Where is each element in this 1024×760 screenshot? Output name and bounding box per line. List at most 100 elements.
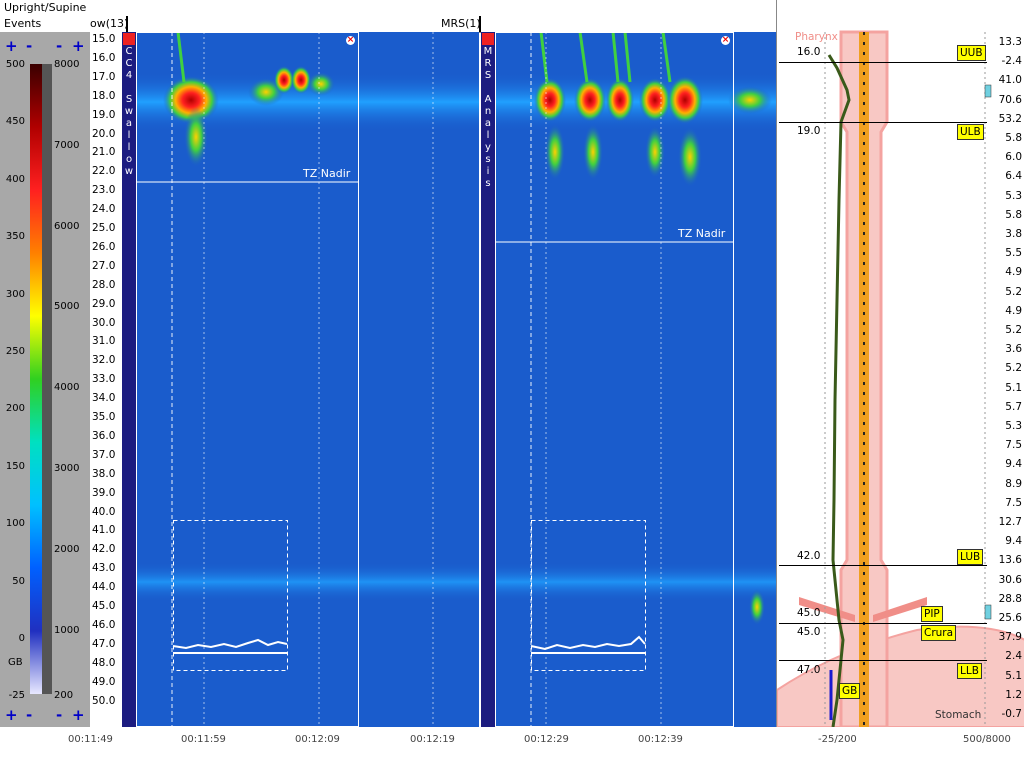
scale-left-tick: 450 — [5, 116, 25, 128]
scale-left-tick: 350 — [5, 231, 25, 243]
sensor-value: 3.6 — [1005, 343, 1022, 356]
sensor-value: 5.2 — [1005, 324, 1022, 336]
gb-marker: GB — [8, 657, 23, 668]
depth-label: 42.0 — [92, 543, 116, 556]
depth-label: 34.0 — [92, 392, 116, 405]
sensor-value: -0.7 — [1001, 708, 1023, 720]
landmark-depth: 19.0 — [797, 125, 821, 137]
zoom-in-bottom-left-button[interactable]: + — [5, 706, 18, 724]
lub-line[interactable] — [779, 565, 987, 566]
strip-char: S — [125, 94, 133, 105]
badge-ulb[interactable]: ULB — [957, 124, 984, 140]
mrs-count[interactable]: MRS(1) — [441, 17, 481, 30]
badge-crura[interactable]: Crura — [921, 625, 957, 641]
scale-right-tick: 7000 — [54, 139, 80, 151]
depth-label: 21.0 — [92, 146, 116, 159]
scale-left-tick: 250 — [5, 346, 25, 357]
sensor-value: 5.1 — [1005, 381, 1022, 394]
panel2-close-icon[interactable]: × — [721, 35, 730, 45]
ulb-line[interactable] — [779, 122, 987, 123]
panel2-marker-icon[interactable] — [482, 33, 494, 45]
swallow-count[interactable]: ow(13) — [90, 17, 129, 30]
scale-right-tick: 5000 — [54, 301, 80, 313]
sensor-value: 5.2 — [1005, 285, 1022, 298]
scale-left-tick: 300 — [5, 288, 25, 300]
scale-right-tick: 4000 — [54, 382, 80, 394]
sensor-value: 5.1 — [1005, 669, 1022, 682]
strip-char: w — [124, 106, 134, 117]
strip-char: l — [127, 130, 131, 141]
stomach-label: Stomach — [935, 709, 982, 721]
pressure-scale-panel: + - - + 500 450 400 350 300 250 200 150 100 50 0 -2… — [0, 32, 90, 727]
uub-line[interactable] — [779, 62, 987, 63]
sensor-value: 37.9 — [998, 631, 1022, 644]
sensor-value: 41.0 — [998, 74, 1022, 87]
strip-char: l — [127, 142, 131, 153]
events-label: Events — [4, 17, 42, 30]
depth-label: 18.0 — [92, 89, 116, 102]
strip-char: o — [125, 154, 133, 165]
panel1-marker-icon[interactable] — [123, 33, 135, 45]
strip-char: A — [484, 94, 492, 105]
sensor-value: 30.6 — [998, 573, 1022, 586]
strip-char: l — [486, 130, 490, 141]
pharynx-label: Pharynx — [795, 31, 838, 43]
depth-label: 33.0 — [92, 373, 116, 386]
scale-left-tick: 150 — [5, 460, 25, 472]
sensor-value: 1.2 — [1005, 688, 1022, 701]
sensor-value: 70.6 — [998, 93, 1022, 106]
color-scale-secondary — [42, 64, 52, 694]
scale-right-tick: 1000 — [54, 624, 80, 636]
crura-line[interactable] — [779, 623, 987, 624]
depth-label: 16.0 — [92, 51, 116, 64]
scale-left-tick: -25 — [8, 690, 25, 702]
depth-label: 50.0 — [92, 694, 116, 707]
strip-char: S — [484, 70, 492, 81]
scale-left-tick: 200 — [5, 403, 25, 415]
llb-line[interactable] — [779, 660, 987, 661]
sensor-value: 3.8 — [1005, 228, 1022, 240]
time-label: 00:11:59 — [181, 734, 226, 745]
anatomy-panel — [776, 0, 1024, 727]
strip-char: y — [485, 142, 491, 153]
badge-llb[interactable]: LLB — [957, 663, 982, 679]
panel2-pressure-plot[interactable] — [495, 32, 776, 727]
sensor-value: 13.3 — [998, 36, 1022, 48]
panel1-close-icon[interactable]: × — [346, 35, 355, 45]
zoom-out-bottom-right-button[interactable]: - — [56, 706, 63, 724]
depth-label: 49.0 — [92, 675, 116, 688]
panel1-pressure-plot[interactable] — [136, 32, 479, 727]
depth-label: 27.0 — [92, 259, 116, 272]
sensor-value: 53.2 — [998, 112, 1022, 125]
depth-axis — [90, 32, 122, 727]
scale-right-tick: 200 — [54, 690, 74, 701]
panel2-topography — [495, 32, 776, 727]
sensor-value: 13.6 — [998, 554, 1022, 567]
depth-label: 29.0 — [92, 297, 116, 310]
scale-right-tick: 6000 — [54, 220, 80, 232]
zoom-in-right-button[interactable]: + — [72, 37, 85, 55]
time-label: 00:12:29 — [524, 734, 569, 745]
badge-lub[interactable]: LUB — [957, 549, 984, 565]
depth-label: 32.0 — [92, 354, 116, 367]
zoom-in-bottom-right-button[interactable]: + — [72, 706, 85, 724]
zoom-out-left-button[interactable]: - — [26, 37, 33, 55]
badge-pip[interactable]: PIP — [921, 606, 943, 622]
badge-gb[interactable]: GB — [839, 683, 861, 699]
zoom-out-bottom-left-button[interactable]: - — [26, 706, 33, 724]
strip-char: s — [485, 178, 491, 189]
depth-label: 31.0 — [92, 335, 116, 348]
zoom-out-right-button[interactable]: - — [56, 37, 63, 55]
depth-label: 28.0 — [92, 278, 116, 291]
depth-label: 23.0 — [92, 184, 116, 197]
sensor-value: 2.4 — [1005, 650, 1022, 663]
color-scale-bar — [30, 64, 42, 694]
depth-label: 15.0 — [92, 33, 116, 45]
sensor-value: 9.4 — [1005, 535, 1022, 548]
zoom-in-left-button[interactable]: + — [5, 37, 18, 55]
panel1-tz-nadir-label: TZ Nadir — [303, 167, 351, 180]
badge-uub[interactable]: UUB — [957, 45, 986, 61]
sensor-value: 5.3 — [1005, 420, 1022, 432]
